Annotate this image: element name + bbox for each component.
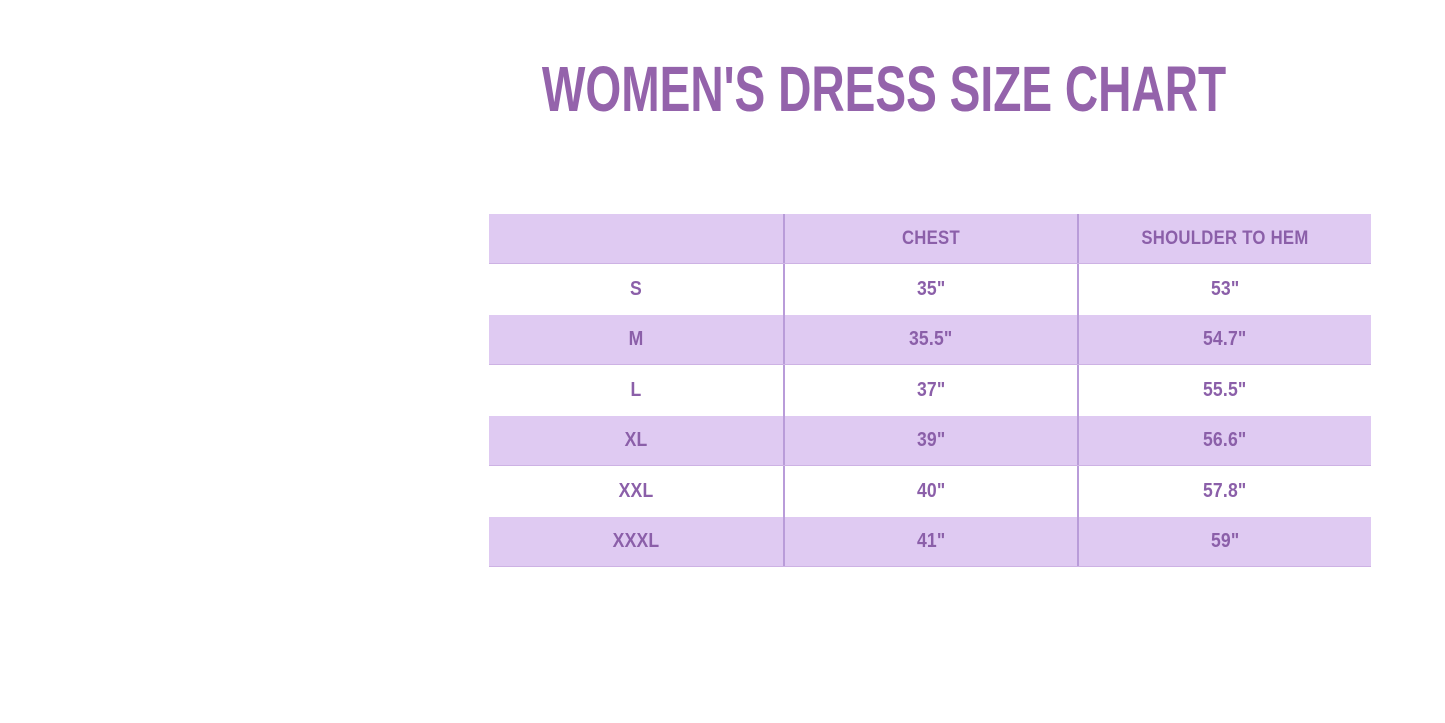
cell-chest: 41"	[783, 516, 1077, 566]
cell-size: XXL	[618, 479, 654, 502]
cell-shoulder-to-hem-value: 57.8"	[1203, 479, 1247, 502]
cell-chest: 35.5"	[783, 314, 1077, 365]
cell-chest: 40"	[783, 466, 1077, 517]
cell-size: M	[628, 328, 644, 351]
header-cell-chest: CHEST	[783, 214, 1077, 264]
cell-shoulder-to-hem-value: 59"	[1210, 529, 1240, 552]
cell-chest-value: 35"	[916, 278, 946, 301]
cell-size: L	[630, 378, 642, 401]
cell-shoulder-to-hem-value: 54.7"	[1203, 328, 1247, 351]
page-title: WOMEN'S DRESS SIZE CHART	[541, 53, 1227, 125]
cell-shoulder-to-hem-value: 53"	[1210, 278, 1240, 301]
cell-shoulder-to-hem: 56.6"	[1077, 415, 1371, 466]
cell-size: XL	[624, 428, 648, 451]
header-cell-shoulder-to-hem-label: SHOULDER TO HEM	[1141, 227, 1309, 249]
cell-chest-value: 40"	[916, 479, 946, 502]
header-cell-shoulder-to-hem: SHOULDER TO HEM	[1077, 214, 1371, 264]
cell-shoulder-to-hem-value: 56.6"	[1203, 428, 1247, 451]
table-row-s: S 35" 53"	[489, 264, 1371, 315]
cell-chest: 37"	[783, 365, 1077, 416]
cell-chest-value: 39"	[916, 428, 946, 451]
table-row-xl: XL 39" 56.6"	[489, 415, 1371, 467]
cell-shoulder-to-hem: 55.5"	[1077, 365, 1371, 416]
table-header-row: CHEST SHOULDER TO HEM	[489, 214, 1371, 265]
cell-size: S	[630, 278, 642, 301]
cell-shoulder-to-hem: 54.7"	[1077, 314, 1371, 365]
cell-chest: 35"	[783, 264, 1077, 315]
table-row-xxxl: XXXL 41" 59"	[489, 516, 1371, 567]
cell-shoulder-to-hem: 57.8"	[1077, 466, 1371, 517]
table-row-l: L 37" 55.5"	[489, 365, 1371, 416]
cell-shoulder-to-hem: 59"	[1077, 516, 1371, 566]
table-row-xxl: XXL 40" 57.8"	[489, 466, 1371, 517]
header-cell-size	[507, 214, 766, 263]
table-row-m: M 35.5" 54.7"	[489, 314, 1371, 366]
cell-shoulder-to-hem: 53"	[1077, 264, 1371, 315]
cell-size: XXXL	[612, 529, 660, 552]
cell-shoulder-to-hem-value: 55.5"	[1203, 378, 1247, 401]
size-chart-table: CHEST SHOULDER TO HEM S 35" 53" M 35.5" …	[489, 214, 1371, 567]
header-cell-chest-label: CHEST	[902, 227, 960, 249]
cell-chest-value: 35.5"	[909, 328, 953, 351]
cell-chest-value: 37"	[916, 378, 946, 401]
cell-chest-value: 41"	[916, 529, 946, 552]
cell-chest: 39"	[783, 415, 1077, 466]
